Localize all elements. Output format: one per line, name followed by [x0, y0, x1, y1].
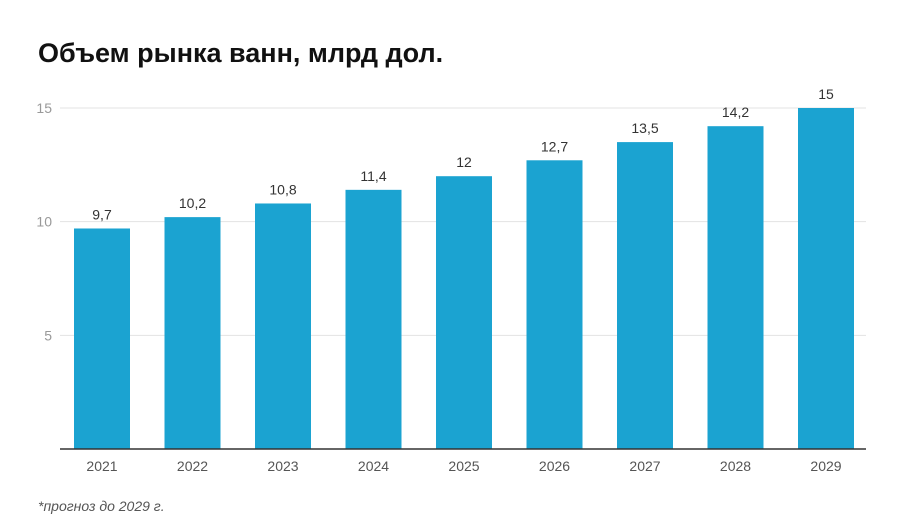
x-tick-label-2024: 2024: [358, 458, 389, 474]
x-tick-label-2021: 2021: [86, 458, 117, 474]
bar-2022: [164, 217, 221, 449]
x-tick-label-2029: 2029: [810, 458, 841, 474]
y-tick-label: 15: [36, 100, 52, 116]
bar-2025: [436, 176, 492, 449]
value-label-2025: 12: [456, 154, 472, 170]
value-label-2028: 14,2: [722, 104, 749, 120]
x-tick-label-2025: 2025: [448, 458, 479, 474]
y-axis-ticks: 5 10 15: [36, 100, 52, 343]
footnote: *прогноз до 2029 г.: [38, 498, 165, 514]
chart-title: Объем рынка ванн, млрд дол.: [38, 38, 444, 68]
x-tick-label-2027: 2027: [629, 458, 660, 474]
x-tick-label-2028: 2028: [720, 458, 751, 474]
bar-2024: [345, 189, 402, 449]
bar-2023: [255, 203, 311, 449]
value-label-2027: 13,5: [631, 120, 658, 136]
value-label-2021: 9,7: [92, 206, 112, 222]
value-label-2029: 15: [818, 86, 834, 102]
x-tick-label-2023: 2023: [267, 458, 298, 474]
value-label-2023: 10,8: [269, 181, 296, 197]
bar-2029: [798, 108, 854, 449]
bar-2026: [526, 160, 583, 449]
y-tick-label: 5: [44, 327, 52, 343]
value-labels: 9,7 10,2 10,8 11,4 12 12,7 13,5 14,2 15: [92, 86, 834, 222]
x-axis-ticks: 2021 2022 2023 2024 2025 2026 2027 2028 2029: [86, 458, 841, 474]
value-label-2022: 10,2: [179, 195, 206, 211]
x-tick-label-2022: 2022: [177, 458, 208, 474]
y-tick-label: 10: [36, 214, 52, 230]
bars: [74, 108, 854, 449]
bar-2027: [617, 142, 673, 449]
bar-2021: [74, 228, 130, 449]
value-label-2024: 11,4: [360, 168, 386, 184]
bar-2028: [707, 126, 764, 449]
x-tick-label-2026: 2026: [539, 458, 570, 474]
value-label-2026: 12,7: [541, 138, 568, 154]
